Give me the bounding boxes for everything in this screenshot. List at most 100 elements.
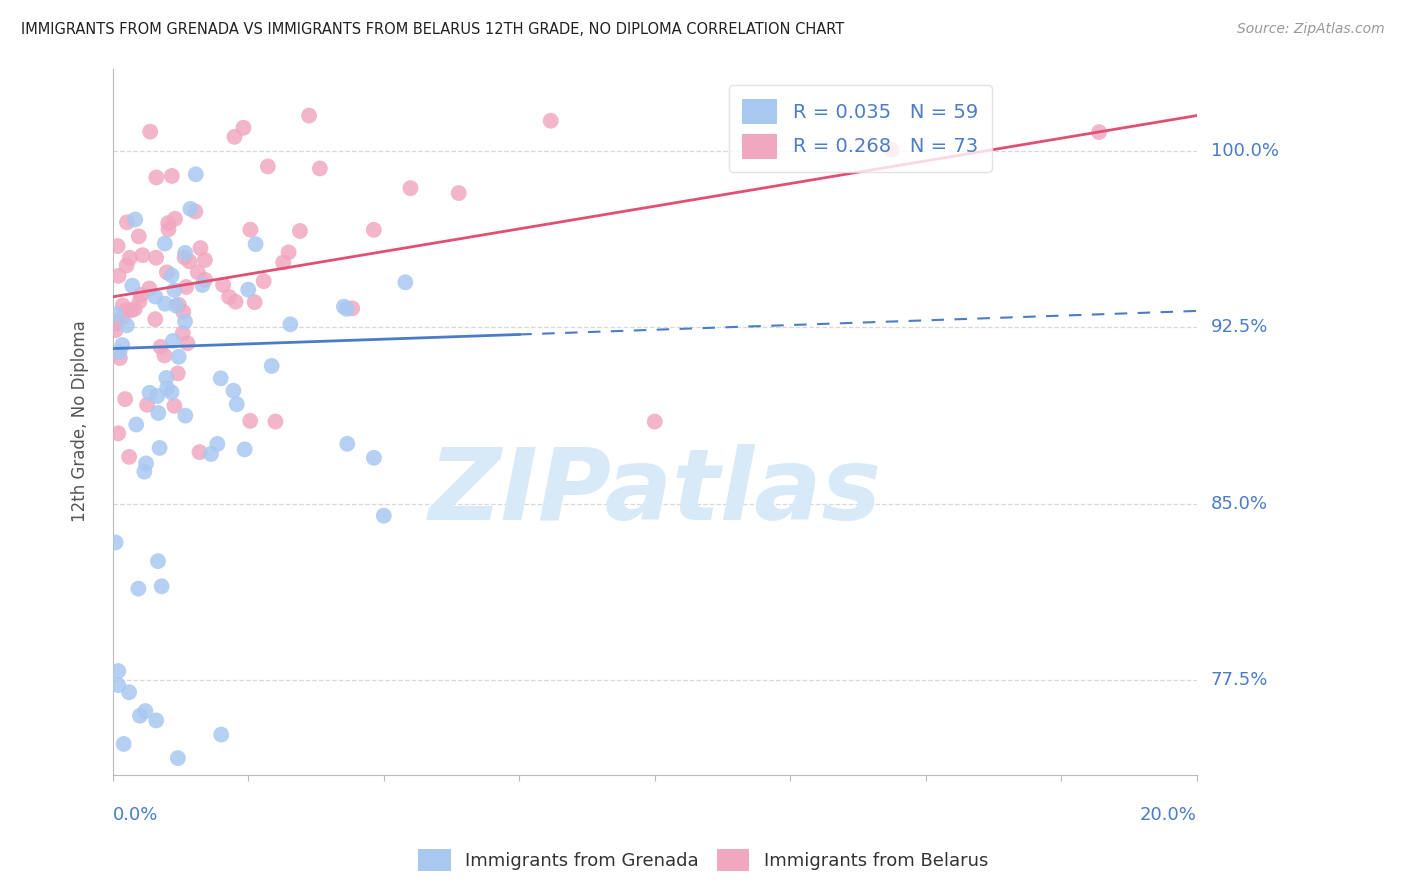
Point <box>176 336 198 351</box>
Point <box>129 288 152 302</box>
Point <box>167 350 190 364</box>
Point <box>172 326 194 340</box>
Point <box>105 316 128 330</box>
Point <box>145 714 167 728</box>
Point <box>145 170 167 185</box>
Point <box>209 728 232 742</box>
Point <box>107 664 129 678</box>
Point <box>232 120 254 135</box>
Point <box>124 212 146 227</box>
Point <box>187 265 209 279</box>
Point <box>157 216 180 230</box>
Point <box>880 143 903 157</box>
Point <box>153 348 176 362</box>
Text: ZIPatlas: ZIPatlas <box>429 443 882 541</box>
Point <box>153 236 176 251</box>
Point <box>218 290 240 304</box>
Point <box>118 251 141 265</box>
Point <box>112 737 135 751</box>
Point <box>128 229 150 244</box>
Point <box>157 222 180 236</box>
Point <box>184 204 207 219</box>
Point <box>134 704 156 718</box>
Point <box>280 318 302 332</box>
Point <box>128 294 150 309</box>
Point <box>125 417 148 432</box>
Point <box>194 273 217 287</box>
Point <box>160 385 183 400</box>
Point <box>115 318 138 333</box>
Point <box>167 751 190 765</box>
Point <box>271 255 294 269</box>
Text: 100.0%: 100.0% <box>1211 142 1278 160</box>
Point <box>135 457 157 471</box>
Point <box>150 579 173 593</box>
Point <box>146 389 169 403</box>
Point <box>298 109 321 123</box>
Point <box>373 508 395 523</box>
Point <box>143 289 166 303</box>
Point <box>336 437 359 451</box>
Point <box>245 237 267 252</box>
Point <box>207 437 229 451</box>
Point <box>243 295 266 310</box>
Point <box>138 281 160 295</box>
Point <box>127 582 149 596</box>
Point <box>114 392 136 406</box>
Point <box>131 248 153 262</box>
Point <box>134 465 156 479</box>
Point <box>163 399 186 413</box>
Point <box>260 359 283 373</box>
Point <box>148 406 170 420</box>
Point <box>104 308 127 322</box>
Point <box>139 125 162 139</box>
Point <box>146 554 169 568</box>
Point <box>179 254 201 268</box>
Point <box>224 129 246 144</box>
Point <box>153 296 176 310</box>
Point <box>1088 125 1111 139</box>
Point <box>200 447 222 461</box>
Point <box>363 450 385 465</box>
Point <box>115 303 138 318</box>
Point <box>105 317 128 331</box>
Point <box>129 708 152 723</box>
Point <box>238 283 260 297</box>
Point <box>166 367 188 381</box>
Point <box>174 246 197 260</box>
Point <box>156 265 179 279</box>
Point <box>288 224 311 238</box>
Point <box>277 245 299 260</box>
Point <box>111 298 134 312</box>
Point <box>336 301 359 316</box>
Point <box>172 305 194 319</box>
Point <box>111 338 134 352</box>
Point <box>143 312 166 326</box>
Point <box>233 442 256 457</box>
Point <box>540 113 562 128</box>
Point <box>111 310 134 325</box>
Point <box>107 268 129 283</box>
Point <box>115 215 138 229</box>
Point <box>174 409 197 423</box>
Legend: R = 0.035   N = 59, R = 0.268   N = 73: R = 0.035 N = 59, R = 0.268 N = 73 <box>728 86 991 172</box>
Point <box>162 334 184 348</box>
Point <box>394 276 416 290</box>
Point <box>194 253 217 268</box>
Point <box>124 301 146 316</box>
Point <box>333 300 356 314</box>
Text: 92.5%: 92.5% <box>1211 318 1268 336</box>
Point <box>342 301 364 316</box>
Point <box>149 340 172 354</box>
Point <box>363 223 385 237</box>
Text: Source: ZipAtlas.com: Source: ZipAtlas.com <box>1237 22 1385 37</box>
Point <box>190 241 212 255</box>
Text: 0.0%: 0.0% <box>112 806 159 824</box>
Point <box>118 450 141 464</box>
Point <box>165 299 187 313</box>
Point <box>121 278 143 293</box>
Point <box>160 169 183 183</box>
Point <box>225 294 247 309</box>
Y-axis label: 12th Grade, No Diploma: 12th Grade, No Diploma <box>72 320 89 523</box>
Point <box>209 371 232 385</box>
